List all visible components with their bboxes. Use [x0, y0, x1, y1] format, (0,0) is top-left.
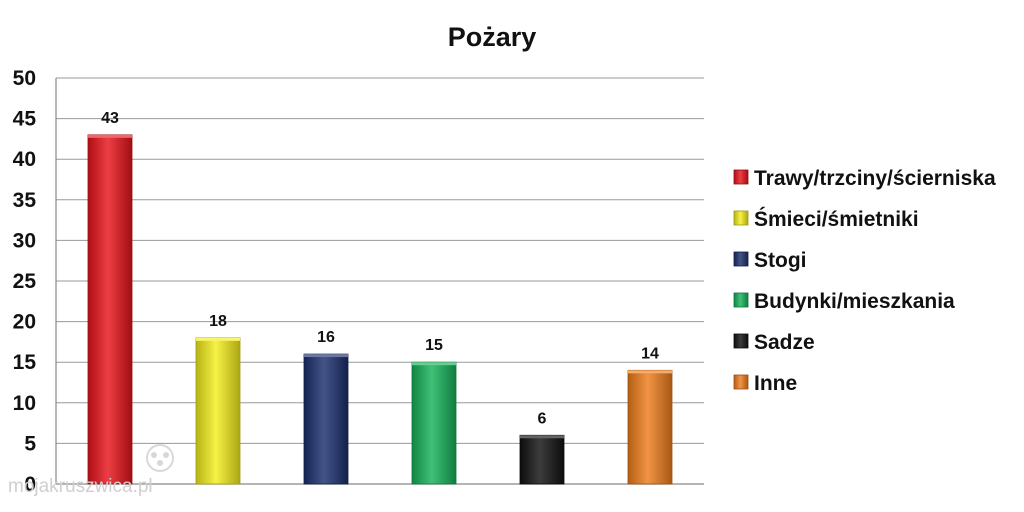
legend-swatch — [733, 292, 749, 308]
legend-swatch — [733, 210, 749, 226]
bar — [87, 134, 133, 485]
y-tick-label: 15 — [13, 351, 37, 374]
watermark: mojakruszwica.pl — [8, 444, 174, 497]
legend-label: Stogi — [754, 249, 807, 272]
legend-swatch — [733, 251, 749, 267]
watermark-logo-icon — [146, 444, 174, 472]
y-tick-label: 40 — [13, 148, 36, 171]
bar-value-label: 18 — [209, 313, 227, 330]
y-tick-label: 20 — [13, 311, 36, 334]
legend-swatch — [733, 374, 749, 390]
legend-label: Inne — [754, 372, 797, 395]
legend-label: Śmieci/śmietniki — [754, 207, 919, 231]
legend-label: Budynki/mieszkania — [754, 290, 955, 313]
bar-top-highlight — [196, 337, 240, 341]
y-tick-label: 35 — [13, 189, 37, 212]
y-tick-label: 45 — [13, 108, 37, 131]
bar-top-highlight — [412, 362, 456, 366]
y-tick-label: 30 — [13, 229, 36, 252]
y-tick-label: 50 — [13, 67, 36, 90]
watermark-text: mojakruszwica.pl — [8, 476, 153, 497]
bar — [195, 337, 241, 485]
bar — [627, 369, 673, 485]
legend-swatch — [733, 169, 749, 185]
bar-top-highlight — [628, 370, 672, 374]
y-tick-label: 10 — [13, 392, 36, 415]
y-axis-ticks: 0 5 10 15 20 25 30 35 40 45 50 — [13, 67, 37, 496]
legend: Trawy/trzciny/ścierniska Śmieci/śmietniki… — [733, 167, 996, 395]
value-labels: 43 18 16 15 6 14 — [101, 110, 659, 427]
bar-top-highlight — [520, 435, 564, 439]
y-tick-label: 5 — [24, 432, 36, 455]
legend-swatch — [733, 333, 749, 349]
bar-value-label: 43 — [101, 110, 119, 127]
legend-label: Trawy/trzciny/ścierniska — [754, 167, 996, 190]
bar-top-highlight — [88, 134, 132, 138]
bar — [411, 361, 457, 485]
bar-value-label: 14 — [641, 345, 659, 362]
y-tick-label: 25 — [13, 270, 37, 293]
bar-value-label: 16 — [317, 329, 335, 346]
bars — [87, 134, 673, 485]
bar-top-highlight — [304, 354, 348, 358]
bar-value-label: 15 — [425, 337, 443, 354]
legend-label: Sadze — [754, 331, 815, 354]
bar — [519, 434, 565, 485]
y-tick-label: 0 — [24, 473, 36, 496]
chart-title: Pożary — [448, 22, 537, 52]
bar-value-label: 6 — [538, 410, 547, 427]
gridlines — [55, 77, 704, 485]
bar — [303, 353, 349, 485]
